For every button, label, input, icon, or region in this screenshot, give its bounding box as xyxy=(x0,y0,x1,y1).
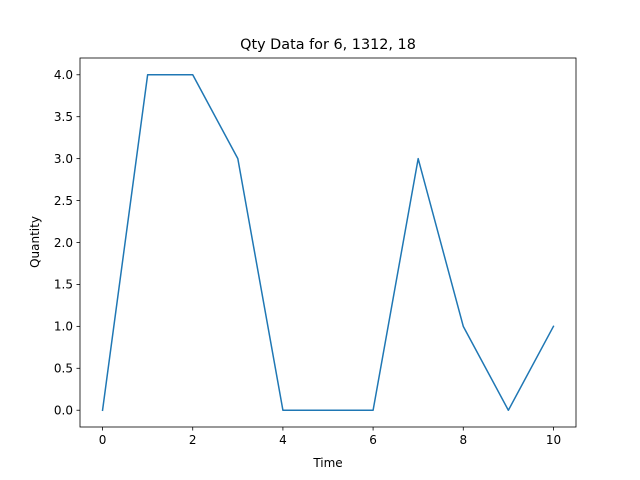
y-tick-label: 1.0 xyxy=(54,320,73,334)
y-tick-label: 0.5 xyxy=(54,362,73,376)
y-axis-label: Quantity xyxy=(28,216,42,268)
y-tick-label: 3.5 xyxy=(54,110,73,124)
y-tick-label: 2.0 xyxy=(54,236,73,250)
y-tick-label: 2.5 xyxy=(54,194,73,208)
x-tick-label: 0 xyxy=(99,433,107,447)
x-tick-label: 8 xyxy=(459,433,467,447)
series-line-0 xyxy=(101,74,555,412)
y-tick-label: 0.0 xyxy=(54,404,73,418)
x-axis-label: Time xyxy=(312,456,342,470)
y-tick-label: 3.0 xyxy=(54,152,73,166)
x-tick-label: 6 xyxy=(369,433,377,447)
y-tick-label: 4.0 xyxy=(54,68,73,82)
plot-area: 0 2 4 6 8 10 0.0 0.5 1.0 1.5 2.0 2.5 3.0 3.5 4.0 xyxy=(54,57,577,447)
x-tick-label: 10 xyxy=(546,433,561,447)
x-tick-label: 2 xyxy=(189,433,197,447)
y-tick-label: 1.5 xyxy=(54,278,73,292)
x-tick-label: 4 xyxy=(279,433,287,447)
chart-title: Qty Data for 6, 1312, 18 xyxy=(240,37,416,53)
